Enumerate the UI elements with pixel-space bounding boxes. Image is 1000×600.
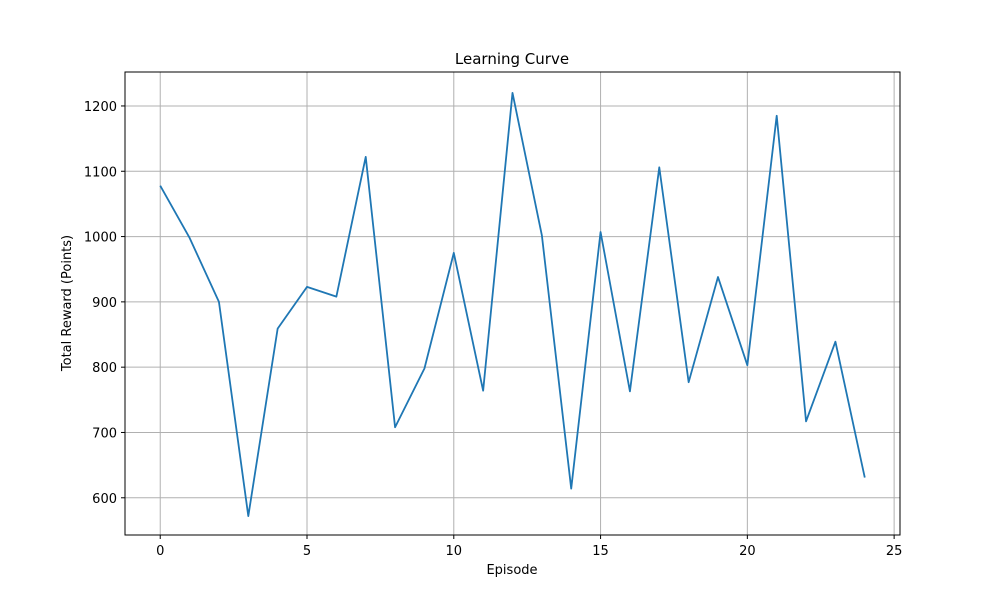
x-tick-label: 20	[739, 544, 756, 559]
grid	[125, 72, 900, 535]
x-tick-label: 10	[446, 544, 463, 559]
x-axis: 0 5 10 15 20 25	[156, 535, 902, 559]
y-tick-label: 1000	[84, 231, 117, 246]
y-axis-label: Total Reward (Points)	[60, 235, 75, 372]
y-tick-label: 800	[92, 361, 117, 376]
y-tick-label: 900	[92, 296, 117, 311]
y-tick-label: 1200	[84, 100, 117, 115]
plot-frame	[124, 71, 901, 536]
x-tick-label: 15	[592, 544, 609, 559]
chart-title: Learning Curve	[455, 50, 569, 68]
series-layer	[159, 92, 866, 517]
x-axis-label: Episode	[486, 563, 537, 578]
x-tick-label: 25	[886, 544, 903, 559]
y-axis: 600 700 800 900 1000 1100 1200	[84, 100, 125, 507]
x-tick-label: 0	[156, 544, 164, 559]
y-tick-label: 600	[92, 492, 117, 507]
x-tick-label: 5	[303, 544, 311, 559]
y-tick-label: 700	[92, 426, 117, 441]
y-tick-label: 1100	[84, 165, 117, 180]
